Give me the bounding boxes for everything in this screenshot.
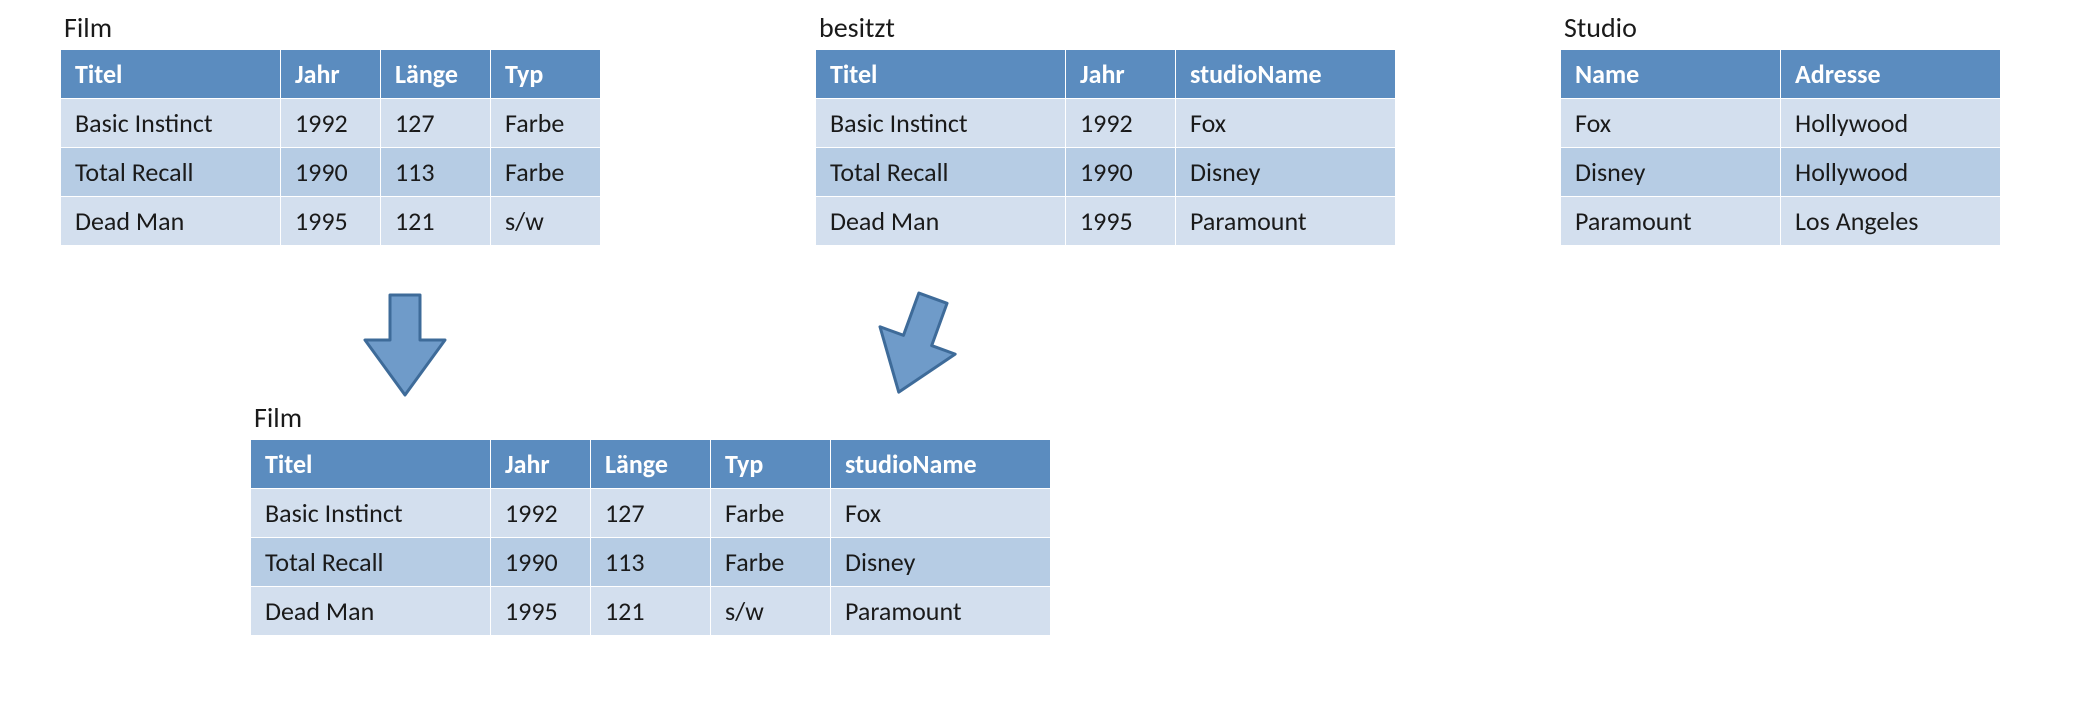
table-title-besitzt: besitzt [815,10,1396,45]
arrow-icon [360,290,450,405]
table-row: Total Recall1990Disney [816,148,1396,197]
table-cell: 1990 [1066,148,1176,197]
table-result-grid: TitelJahrLängeTypstudioNameBasic Instinc… [250,439,1051,636]
table-cell: 1995 [491,587,591,636]
table-row: Dead Man1995121s/wParamount [251,587,1051,636]
table-row: Total Recall1990113Farbe [61,148,601,197]
table-row: Basic Instinct1992127FarbeFox [251,489,1051,538]
table-cell: Total Recall [61,148,281,197]
column-header: studioName [1176,50,1396,99]
table-cell: 113 [381,148,491,197]
table-cell: 1992 [1066,99,1176,148]
table-cell: Farbe [491,148,601,197]
table-cell: 1992 [281,99,381,148]
table-cell: Farbe [711,538,831,587]
table-besitzt: besitzt TitelJahrstudioNameBasic Instinc… [815,10,1396,246]
table-row: Total Recall1990113FarbeDisney [251,538,1051,587]
column-header: Titel [61,50,281,99]
table-cell: 127 [591,489,711,538]
table-cell: 1995 [1066,197,1176,246]
table-cell: Paramount [1176,197,1396,246]
table-row: Dead Man1995Paramount [816,197,1396,246]
table-cell: 1990 [491,538,591,587]
table-studio-grid: NameAdresseFoxHollywoodDisneyHollywoodPa… [1560,49,2001,246]
column-header: Jahr [281,50,381,99]
table-row: Basic Instinct1992127Farbe [61,99,601,148]
table-cell: Disney [831,538,1051,587]
column-header: Adresse [1781,50,2001,99]
table-cell: Hollywood [1781,99,2001,148]
table-cell: s/w [491,197,601,246]
table-studio: Studio NameAdresseFoxHollywoodDisneyHoll… [1560,10,2001,246]
column-header: Jahr [1066,50,1176,99]
table-cell: Fox [831,489,1051,538]
table-header-row: TitelJahrstudioName [816,50,1396,99]
table-cell: Dead Man [816,197,1066,246]
table-cell: Paramount [831,587,1051,636]
table-cell: Dead Man [251,587,491,636]
table-header-row: NameAdresse [1561,50,2001,99]
table-cell: Fox [1176,99,1396,148]
column-header: Name [1561,50,1781,99]
table-cell: Fox [1561,99,1781,148]
table-cell: Los Angeles [1781,197,2001,246]
table-cell: 121 [591,587,711,636]
table-film: Film TitelJahrLängeTypBasic Instinct1992… [60,10,601,246]
column-header: Titel [816,50,1066,99]
table-cell: 127 [381,99,491,148]
column-header: Typ [711,440,831,489]
table-title-studio: Studio [1560,10,2001,45]
table-film-grid: TitelJahrLängeTypBasic Instinct1992127Fa… [60,49,601,246]
table-cell: 1992 [491,489,591,538]
table-cell: Farbe [711,489,831,538]
table-row: DisneyHollywood [1561,148,2001,197]
table-row: FoxHollywood [1561,99,2001,148]
column-header: Länge [381,50,491,99]
table-row: ParamountLos Angeles [1561,197,2001,246]
table-cell: Total Recall [251,538,491,587]
column-header: Typ [491,50,601,99]
table-besitzt-grid: TitelJahrstudioNameBasic Instinct1992Fox… [815,49,1396,246]
table-header-row: TitelJahrLängeTyp [61,50,601,99]
table-cell: 1995 [281,197,381,246]
table-cell: 121 [381,197,491,246]
table-cell: Disney [1176,148,1396,197]
table-title-film: Film [60,10,601,45]
table-cell: Disney [1561,148,1781,197]
table-cell: 1990 [281,148,381,197]
table-cell: s/w [711,587,831,636]
table-cell: Dead Man [61,197,281,246]
column-header: studioName [831,440,1051,489]
arrow-icon [853,278,977,417]
table-cell: Farbe [491,99,601,148]
table-result: Film TitelJahrLängeTypstudioNameBasic In… [250,400,1051,636]
table-cell: Basic Instinct [61,99,281,148]
table-cell: Basic Instinct [816,99,1066,148]
table-cell: Paramount [1561,197,1781,246]
column-header: Länge [591,440,711,489]
table-cell: Hollywood [1781,148,2001,197]
table-header-row: TitelJahrLängeTypstudioName [251,440,1051,489]
column-header: Titel [251,440,491,489]
table-row: Basic Instinct1992Fox [816,99,1396,148]
table-cell: Basic Instinct [251,489,491,538]
column-header: Jahr [491,440,591,489]
table-cell: 113 [591,538,711,587]
table-cell: Total Recall [816,148,1066,197]
table-row: Dead Man1995121s/w [61,197,601,246]
